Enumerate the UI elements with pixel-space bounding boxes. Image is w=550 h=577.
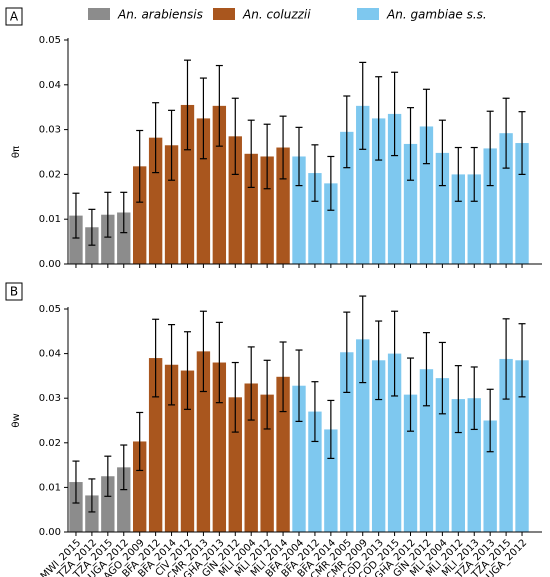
- bar: [276, 376, 290, 532]
- bar: [403, 143, 418, 264]
- bar: [148, 358, 163, 532]
- y-tick-label: 0.02: [39, 169, 61, 180]
- y-tick-label: 0.03: [39, 393, 61, 404]
- bar: [69, 215, 83, 264]
- bar: [101, 476, 115, 532]
- bar: [499, 358, 513, 532]
- bar: [276, 147, 290, 264]
- y-axis-label: θπ: [11, 146, 22, 158]
- bar: [228, 397, 242, 532]
- bar: [117, 467, 131, 532]
- legend-swatch: [357, 8, 379, 20]
- bar: [180, 104, 195, 265]
- legend-label: An. arabiensis: [117, 8, 203, 22]
- bar: [117, 212, 131, 264]
- bar: [292, 385, 306, 532]
- bar: [483, 148, 497, 264]
- bar: [164, 145, 179, 264]
- bar: [308, 173, 322, 264]
- bar: [132, 166, 147, 264]
- bar: [212, 105, 227, 264]
- bar: [419, 126, 434, 265]
- bar: [196, 351, 211, 532]
- bar: [515, 143, 529, 264]
- bar: [483, 420, 497, 532]
- y-axis-label: θw: [11, 413, 22, 427]
- bar: [180, 370, 195, 532]
- bar: [515, 360, 529, 532]
- y-tick-label: 0.01: [39, 214, 61, 225]
- bar: [499, 133, 513, 264]
- bar: [467, 174, 481, 264]
- legend-label: An. coluzzii: [242, 8, 311, 22]
- y-tick-label: 0.04: [39, 80, 61, 91]
- panel-label: B: [10, 285, 18, 299]
- bar: [228, 136, 242, 264]
- bar: [324, 429, 338, 532]
- bar: [69, 482, 83, 532]
- y-tick-label: 0.05: [39, 304, 61, 315]
- bar: [260, 156, 274, 264]
- bar: [244, 153, 258, 264]
- bar: [435, 378, 450, 532]
- y-tick-label: 0.02: [39, 438, 61, 449]
- bar: [101, 214, 115, 264]
- bar: [132, 441, 147, 532]
- bar: [292, 156, 306, 264]
- bar: [371, 118, 386, 265]
- bar: [85, 495, 99, 532]
- bar: [356, 339, 370, 532]
- legend-swatch: [213, 8, 235, 20]
- y-tick-label: 0.01: [39, 482, 61, 493]
- y-tick-label: 0.03: [39, 125, 61, 136]
- bar: [371, 360, 386, 532]
- bar: [340, 131, 354, 264]
- bar: [148, 137, 163, 264]
- bar: [419, 369, 434, 532]
- bar: [212, 362, 227, 532]
- bar: [324, 183, 338, 264]
- y-tick-label: 0.00: [39, 527, 61, 538]
- bar: [387, 353, 402, 532]
- bar: [356, 105, 370, 264]
- y-tick-label: 0.04: [39, 349, 61, 360]
- legend-swatch: [88, 8, 110, 20]
- y-tick-label: 0.05: [39, 35, 61, 46]
- bar: [164, 364, 179, 532]
- panel-box: [5, 7, 23, 26]
- legend-label: An. gambiae s.s.: [386, 8, 487, 22]
- bar: [467, 398, 481, 532]
- bar: [340, 352, 354, 532]
- bar: [451, 174, 466, 264]
- bar: [196, 118, 211, 265]
- bar: [403, 394, 418, 532]
- bar: [435, 152, 450, 264]
- panel-box: [5, 282, 23, 301]
- panel-label: A: [10, 10, 19, 24]
- bar: [387, 113, 402, 264]
- y-tick-label: 0.00: [39, 259, 61, 270]
